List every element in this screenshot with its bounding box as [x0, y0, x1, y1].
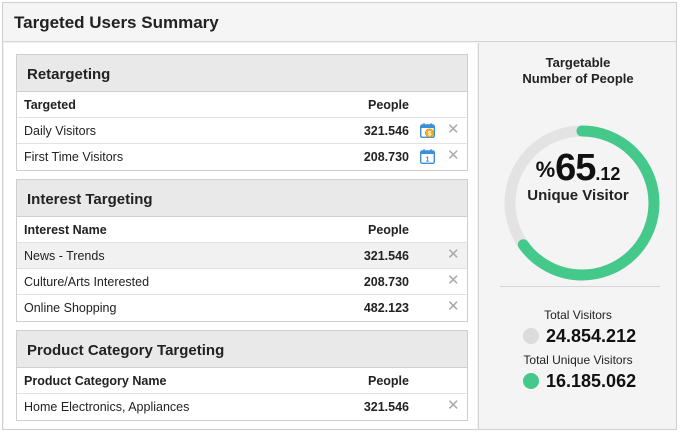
- svg-text:1: 1: [426, 157, 430, 164]
- row-name: Online Shopping: [24, 301, 117, 315]
- row-value: 321.546: [363, 124, 409, 138]
- targetable-title: Targetable Number of People: [479, 55, 677, 87]
- percent-integer: 65: [555, 147, 596, 189]
- targetable-title-line1: Targetable: [545, 55, 611, 70]
- interest-header-row: Interest Name People: [17, 217, 467, 243]
- product-category-title: Product Category Targeting: [17, 331, 467, 368]
- retargeting-title: Retargeting: [17, 55, 467, 92]
- table-row: First Time Visitors 208.730 1 ✕: [17, 144, 467, 170]
- remove-icon[interactable]: ✕: [447, 397, 460, 414]
- panel-title: Targeted Users Summary: [14, 13, 219, 32]
- unique-visitor-gauge: [504, 125, 660, 281]
- interest-targeting-title: Interest Targeting: [17, 180, 467, 217]
- row-name: News - Trends: [24, 249, 105, 263]
- total-unique-visitors-value: 16.185.062: [546, 371, 637, 391]
- svg-text:$: $: [428, 130, 432, 137]
- row-value: 208.730: [363, 275, 409, 289]
- interest-targeting-card: Interest Targeting Interest Name People …: [16, 179, 468, 322]
- row-name: Culture/Arts Interested: [24, 275, 150, 289]
- total-visitors-label: Total Visitors: [544, 308, 612, 322]
- retargeting-header-row: Targeted People: [17, 92, 467, 118]
- row-name: Daily Visitors: [24, 124, 97, 138]
- table-row: Home Electronics, Appliances 321.546 ✕: [17, 394, 467, 420]
- remove-icon[interactable]: ✕: [447, 272, 460, 289]
- table-row: Culture/Arts Interested 208.730 ✕: [17, 269, 467, 295]
- column-header-people: People: [368, 374, 409, 388]
- column-header-product-category: Product Category Name: [24, 374, 167, 388]
- retargeting-card: Retargeting Targeted People Daily Visito…: [16, 54, 468, 171]
- targeting-list: Retargeting Targeted People Daily Visito…: [4, 43, 477, 429]
- column-header-people: People: [368, 98, 409, 112]
- total-unique-visitors-label: Total Unique Visitors: [523, 353, 633, 367]
- row-value: 321.546: [363, 400, 409, 414]
- calendar-icon[interactable]: 1: [420, 149, 435, 164]
- remove-icon[interactable]: ✕: [447, 147, 460, 164]
- remove-icon[interactable]: ✕: [447, 298, 460, 315]
- unique-visitor-percent: %65.12: [479, 147, 677, 190]
- table-row: Online Shopping 482.123 ✕: [17, 295, 467, 321]
- row-name: Home Electronics, Appliances: [24, 400, 190, 414]
- percent-decimal: .12: [595, 164, 621, 184]
- row-value: 208.730: [363, 150, 409, 164]
- column-header-interest-name: Interest Name: [24, 223, 107, 237]
- row-value: 482.123: [363, 301, 409, 315]
- percent-symbol: %: [535, 157, 556, 182]
- panel-header: Targeted Users Summary: [3, 3, 676, 42]
- unique-visitor-label: Unique Visitor: [527, 187, 629, 204]
- table-row: Daily Visitors 321.546 $ ✕: [17, 118, 467, 144]
- row-name: First Time Visitors: [24, 150, 124, 164]
- column-header-targeted: Targeted: [24, 98, 76, 112]
- table-row: News - Trends 321.546 ✕: [17, 243, 467, 269]
- total-unique-visitors-dot: [523, 373, 539, 389]
- product-header-row: Product Category Name People: [17, 368, 467, 394]
- gauge-progress-arc: [504, 125, 660, 281]
- remove-icon[interactable]: ✕: [447, 246, 460, 263]
- targetable-title-line2: Number of People: [522, 71, 634, 86]
- remove-icon[interactable]: ✕: [447, 121, 460, 138]
- total-visitors-value: 24.854.212: [546, 326, 637, 346]
- targetable-panel: Targetable Number of People %65.12 Uniqu…: [478, 43, 676, 429]
- divider: [500, 286, 660, 287]
- total-visitors-dot: [523, 328, 539, 344]
- row-value: 321.546: [363, 249, 409, 263]
- calendar-coin-icon[interactable]: $: [420, 123, 435, 138]
- product-category-card: Product Category Targeting Product Categ…: [16, 330, 468, 421]
- column-header-people: People: [368, 223, 409, 237]
